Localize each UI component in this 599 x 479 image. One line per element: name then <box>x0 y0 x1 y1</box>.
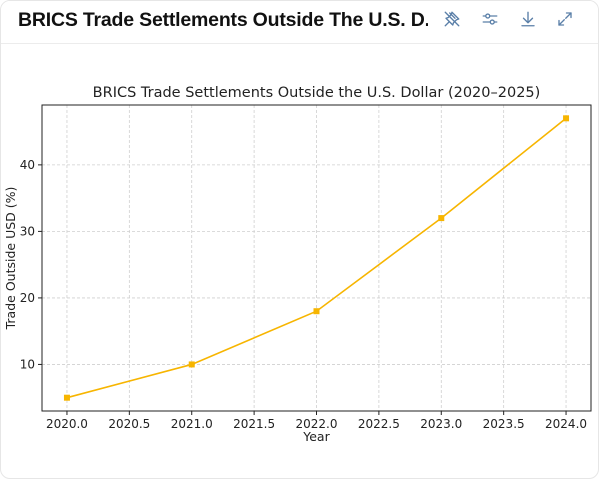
x-tick-label: 2021.0 <box>171 417 213 431</box>
y-tick-label: 10 <box>20 357 35 371</box>
sliders-icon <box>482 13 498 25</box>
x-tick-label: 2023.5 <box>483 417 525 431</box>
expand-icon <box>558 12 572 26</box>
data-point-marker <box>563 115 570 122</box>
download-button[interactable] <box>515 6 541 32</box>
data-point-marker <box>63 394 70 401</box>
x-tick-label: 2022.5 <box>358 417 400 431</box>
x-tick-label: 2024.0 <box>545 417 587 431</box>
pin-off-button[interactable] <box>439 6 465 32</box>
x-tick-label: 2023.0 <box>420 417 462 431</box>
card-header: BRICS Trade Settlements Outside The U.S.… <box>1 1 598 44</box>
pin-off-icon <box>444 11 460 27</box>
grid-lines <box>42 105 591 411</box>
x-tick-label: 2021.5 <box>233 417 275 431</box>
line-chart: 2020.0 2020.5 2021.0 2021.5 2022.0 2022.5 2023… <box>3 85 592 444</box>
y-axis-title: Trade Outside USD (%) <box>3 187 18 331</box>
chart-card-title: BRICS Trade Settlements Outside The U.S.… <box>18 9 428 31</box>
x-axis-title: Year <box>302 429 330 444</box>
y-tick-label: 40 <box>20 158 35 172</box>
data-point-marker <box>188 361 195 368</box>
download-icon <box>521 11 535 27</box>
series-layer <box>63 115 570 401</box>
x-tick-label: 2020.5 <box>108 417 150 431</box>
chart-settings-button[interactable] <box>477 6 503 32</box>
x-tick-label: 2020.0 <box>46 417 88 431</box>
y-tick-label: 30 <box>20 224 35 238</box>
axis-ticks: 2020.0 2020.5 2021.0 2021.5 2022.0 2022.5 2023… <box>20 158 587 431</box>
chart-title: BRICS Trade Settlements Outside the U.S.… <box>93 85 541 101</box>
expand-button[interactable] <box>552 6 578 32</box>
data-point-marker <box>438 215 445 222</box>
y-tick-label: 20 <box>20 291 35 305</box>
data-point-marker <box>313 308 320 315</box>
x-tick-label: 2022.0 <box>296 417 338 431</box>
